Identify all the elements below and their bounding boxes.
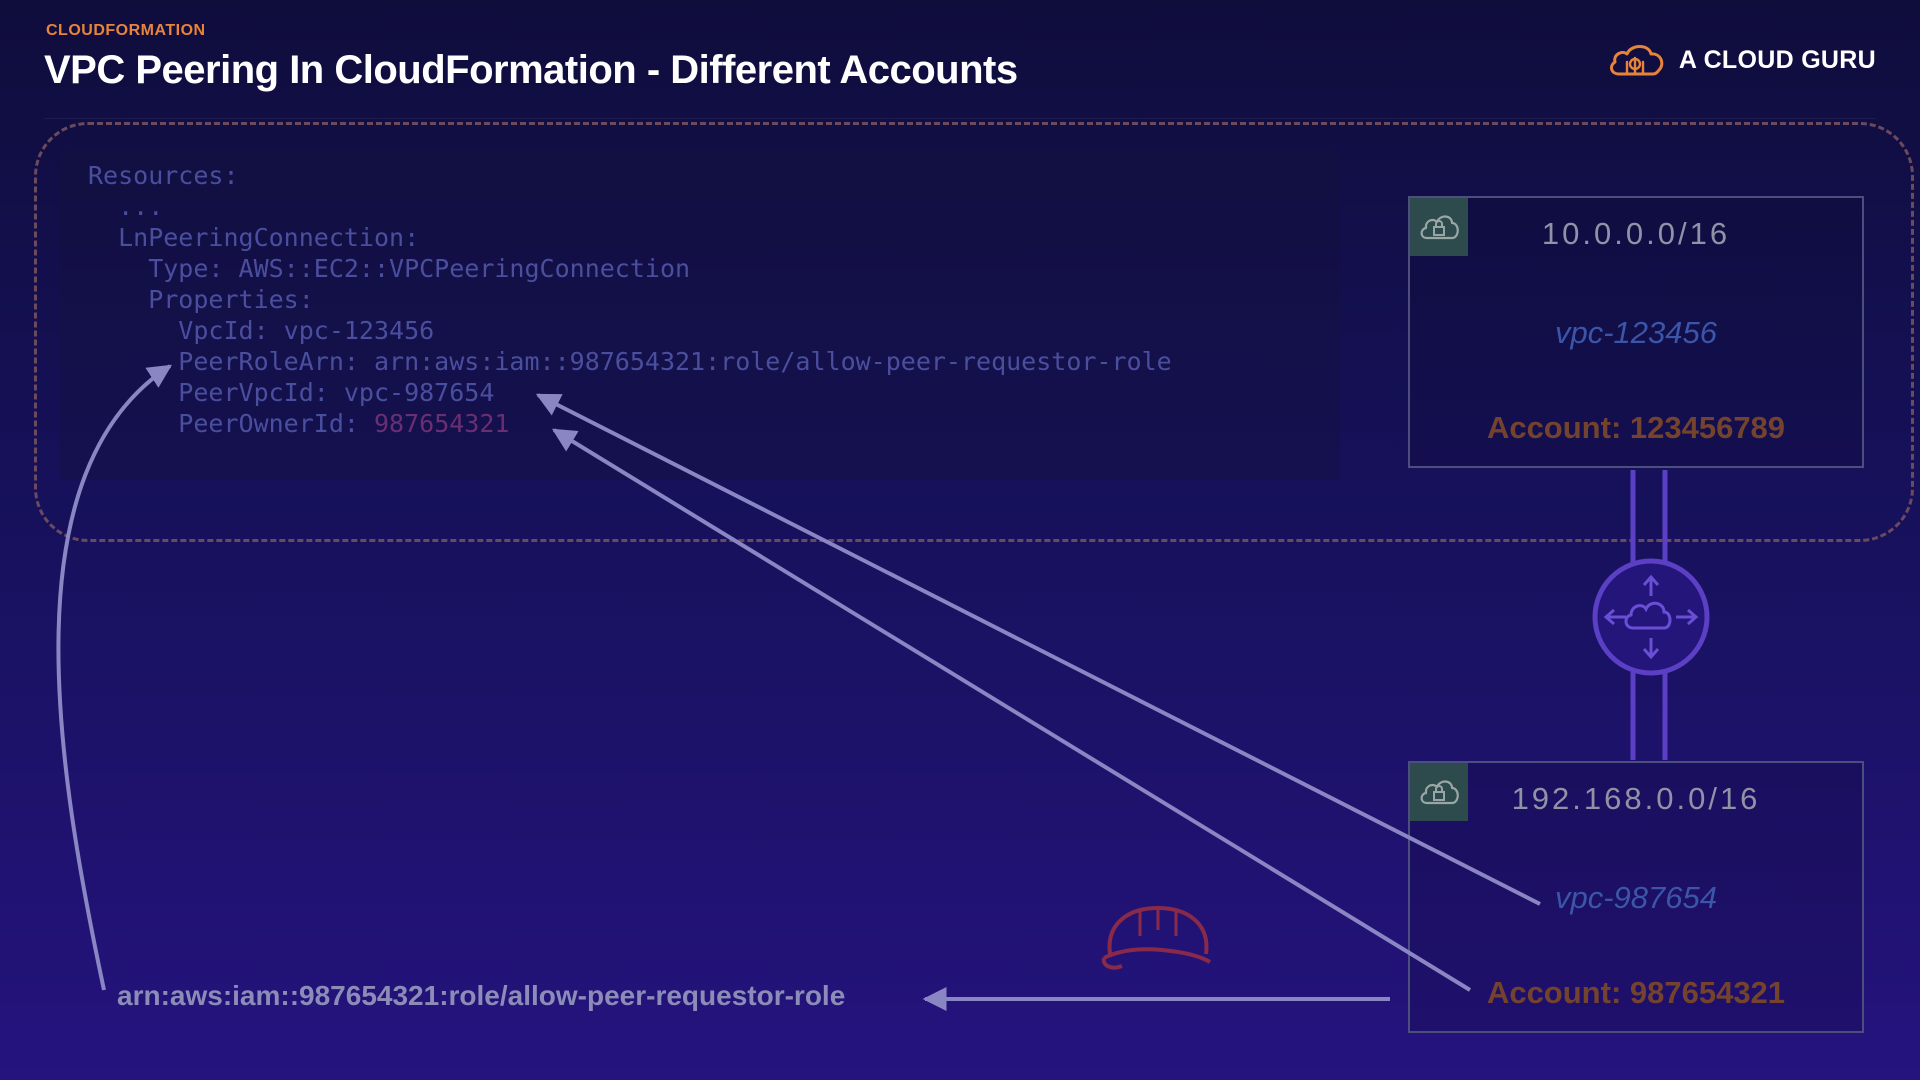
vpc-id: vpc-987654 bbox=[1554, 880, 1717, 915]
vpc-accepter-box: 192.168.0.0/16 vpc-987654 Account: 98765… bbox=[1408, 761, 1864, 1033]
arrow-peer-role-arn bbox=[56, 364, 173, 991]
arrow-peer-vpc-id bbox=[535, 393, 1541, 906]
page-title: VPC Peering In CloudFormation - Differen… bbox=[44, 48, 1018, 92]
vpc-requester-box: 10.0.0.0/16 vpc-123456 Account: 12345678… bbox=[1408, 196, 1864, 468]
code-line: LnPeeringConnection: bbox=[88, 223, 420, 252]
code-line: Properties: bbox=[88, 285, 314, 314]
brand-name: A CLOUD GURU bbox=[1678, 45, 1876, 74]
cloudformation-stack-boundary bbox=[34, 122, 1914, 542]
code-line: Resources: bbox=[88, 161, 239, 190]
vpc-cidr: 192.168.0.0/16 bbox=[1511, 781, 1761, 816]
peer-owner-id-value: 987654321 bbox=[373, 409, 510, 438]
code-line: ... bbox=[88, 192, 164, 221]
peering-link bbox=[1630, 470, 1668, 760]
cloud-logo-icon bbox=[1609, 45, 1664, 76]
vpc-lock-cloud-icon bbox=[1410, 198, 1468, 256]
iam-role-hardhat-icon bbox=[1101, 905, 1212, 970]
vpc-id: vpc-123456 bbox=[1554, 315, 1717, 350]
code-panel bbox=[60, 150, 1340, 480]
vpc-account: Account: 987654321 bbox=[1486, 975, 1786, 1010]
section-kicker: CLOUDFORMATION bbox=[46, 22, 206, 39]
iam-role-arn-label: arn:aws:iam::987654321:role/allow-peer-r… bbox=[117, 980, 846, 1011]
code-line: PeerVpcId: vpc-987654 bbox=[88, 378, 495, 407]
code-line: PeerRoleArn: arn:aws:iam::987654321:role… bbox=[88, 347, 1172, 376]
vpc-account: Account: 123456789 bbox=[1486, 410, 1786, 445]
code-line: PeerOwnerId: bbox=[88, 409, 374, 438]
vpc-cidr: 10.0.0.0/16 bbox=[1541, 216, 1731, 251]
peering-connection-icon bbox=[1592, 558, 1710, 676]
code-line: Type: AWS::EC2::VPCPeeringConnection bbox=[88, 254, 691, 283]
vpc-lock-cloud-icon bbox=[1410, 763, 1468, 821]
cloudformation-template-code: Resources: ... LnPeeringConnection: Type… bbox=[88, 160, 1172, 439]
arrow-peer-owner-id bbox=[551, 428, 1472, 992]
header-divider bbox=[44, 118, 1876, 119]
code-line: VpcId: vpc-123456 bbox=[88, 316, 435, 345]
brand: A CLOUD GURU bbox=[1607, 40, 1876, 80]
